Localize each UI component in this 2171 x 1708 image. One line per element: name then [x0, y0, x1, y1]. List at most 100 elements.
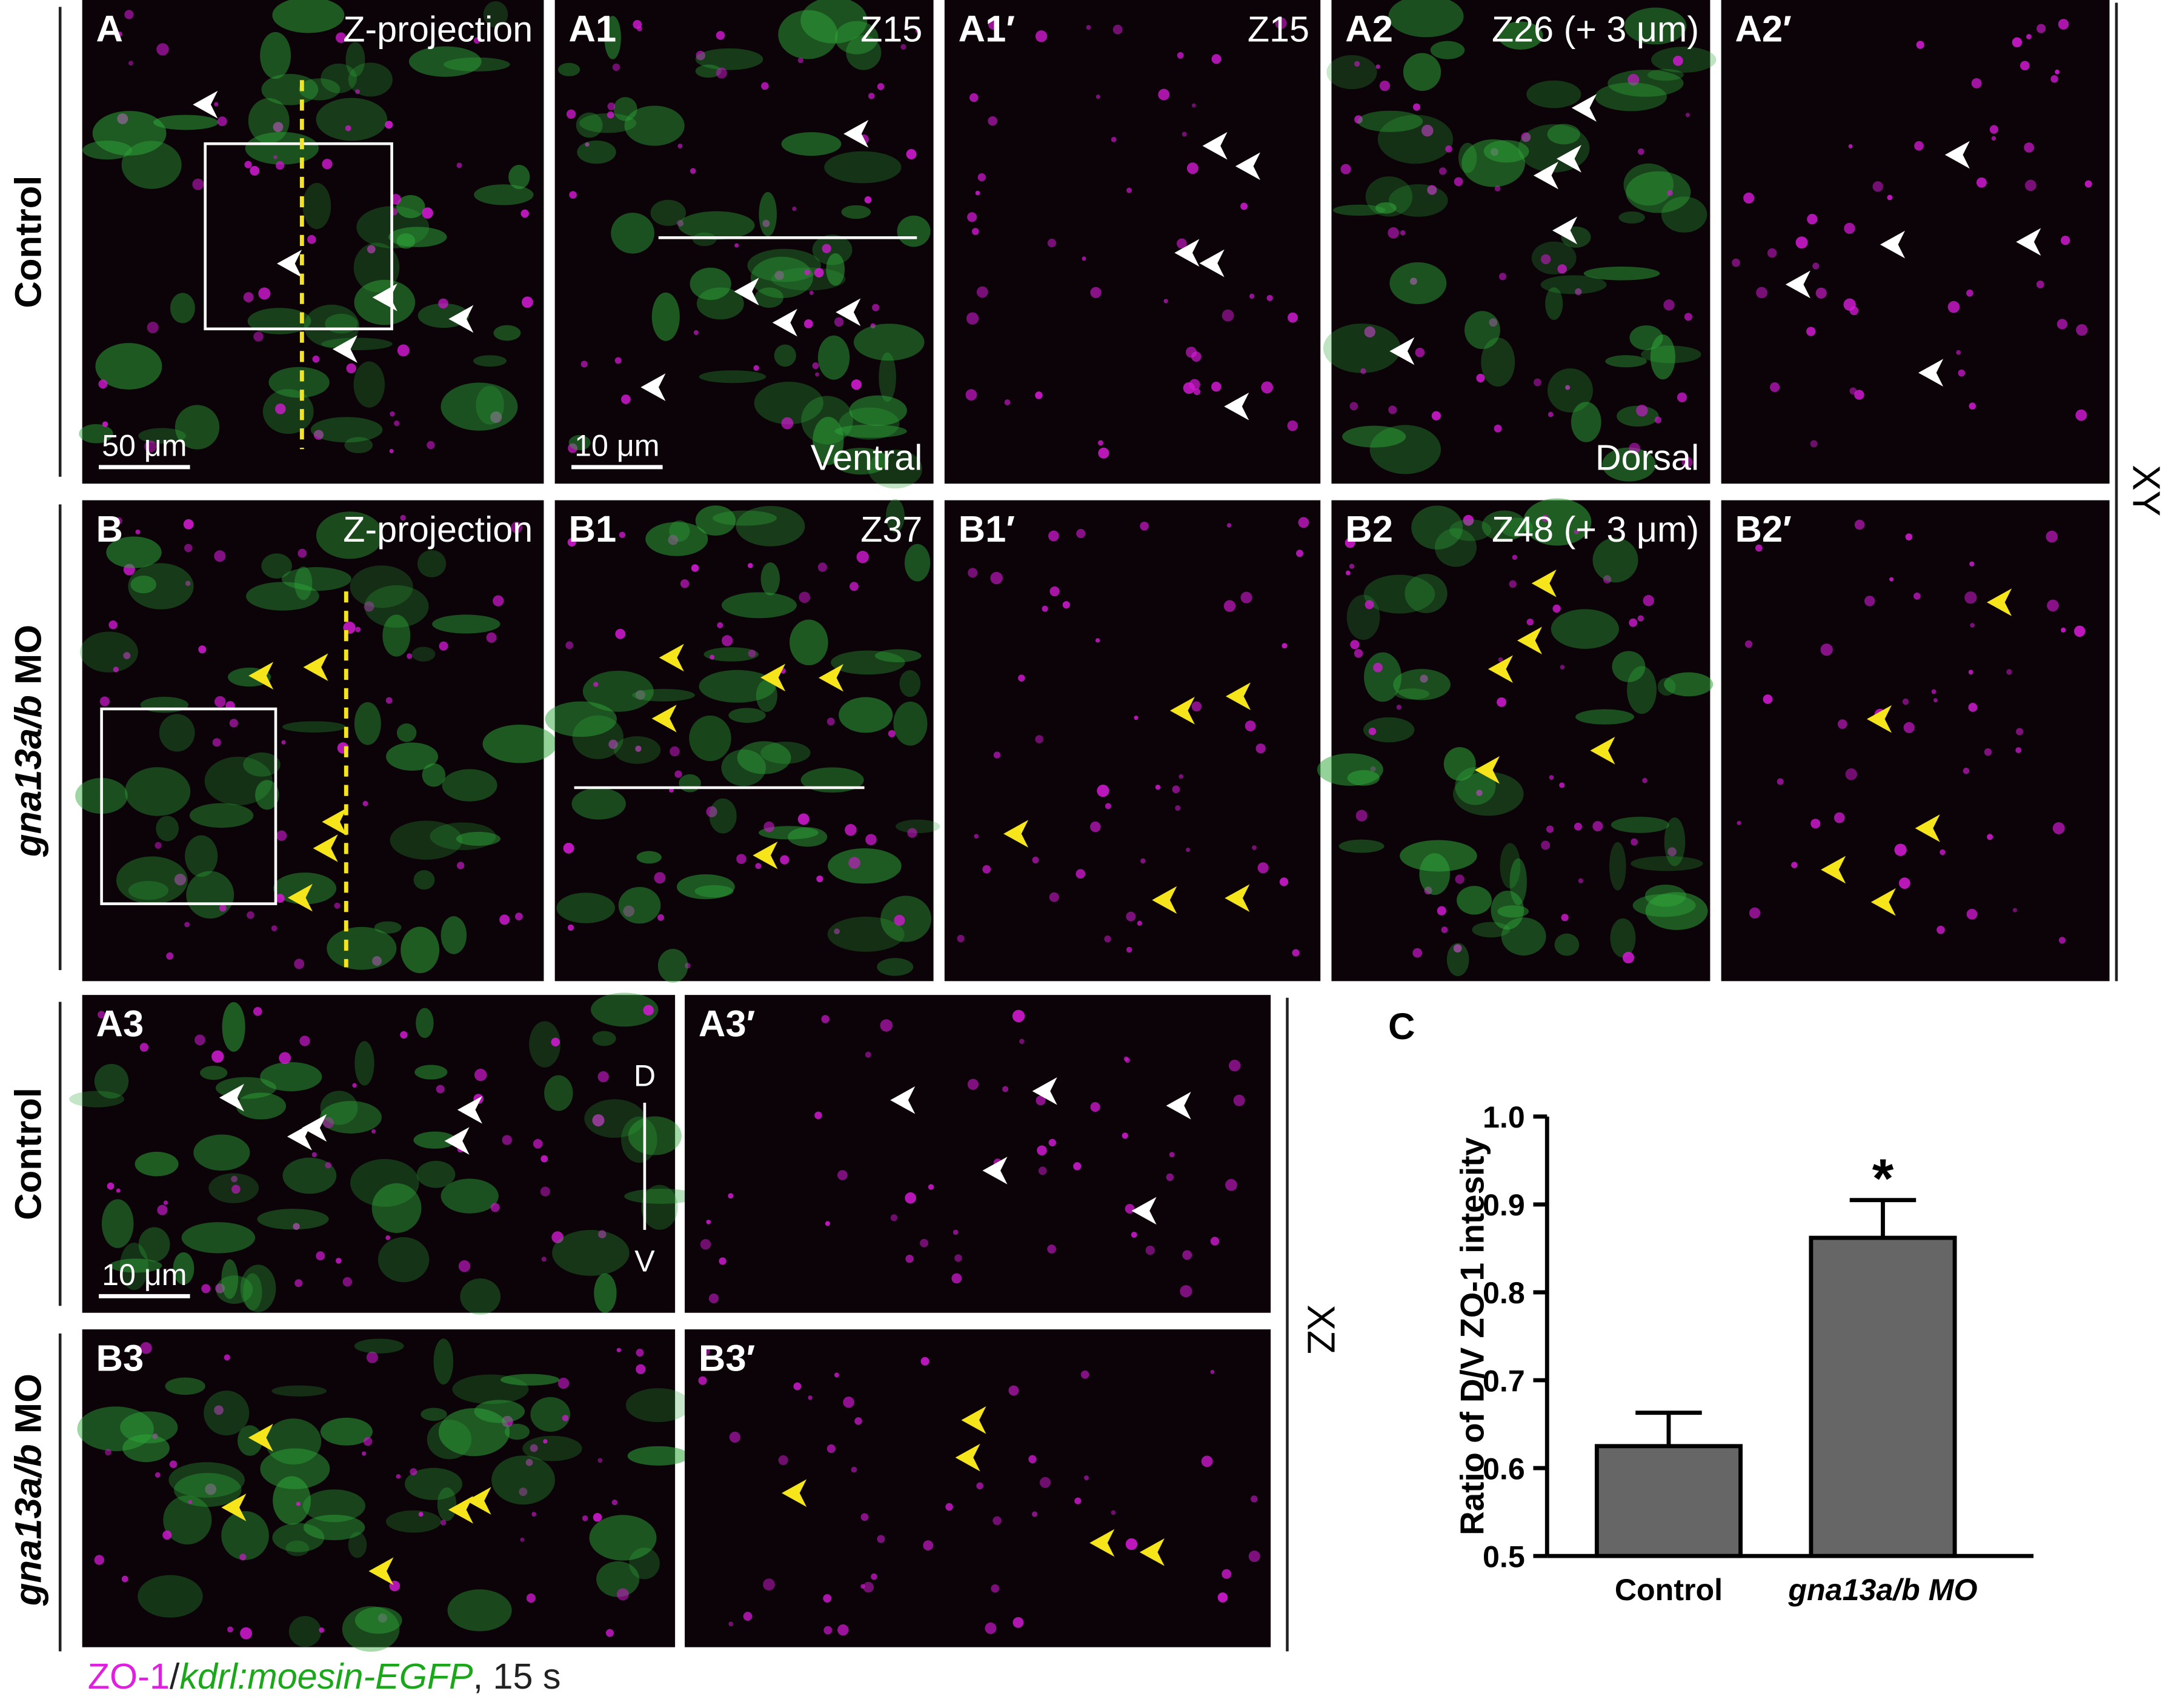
zo1-signal — [1275, 17, 1287, 29]
zo1-signal — [817, 562, 828, 572]
zo1-signal — [1292, 949, 1300, 957]
zo1-signal — [2076, 324, 2088, 336]
zo1-signal — [1008, 1385, 1019, 1396]
cell-signal — [353, 242, 400, 293]
zo1-signal — [1732, 258, 1740, 267]
zo1-signal — [822, 244, 831, 253]
zo1-signal — [1905, 533, 1913, 540]
zo1-signal — [1889, 577, 1894, 582]
zo1-signal — [1086, 25, 1091, 30]
cell-signal — [699, 370, 766, 384]
cell-signal — [1631, 856, 1703, 871]
image-panel: B3 — [77, 1329, 691, 1652]
cell-signal — [353, 361, 385, 408]
cell-signal — [386, 1510, 442, 1533]
zo1-signal — [2020, 61, 2030, 71]
zo1-signal — [1989, 125, 1998, 134]
cell-signal — [1395, 688, 1430, 700]
panel-label: B — [96, 508, 122, 550]
cell-signal — [1464, 311, 1500, 350]
y-tick-label: 1.0 — [1483, 1100, 1525, 1134]
zo1-signal — [906, 148, 917, 159]
cell-signal — [69, 1091, 125, 1108]
y-axis-title: Ratio of D/V ZO-1 intesity — [1453, 1137, 1491, 1535]
zo1-signal — [716, 31, 725, 40]
zo1-signal — [967, 1078, 979, 1090]
cell-signal — [834, 21, 879, 55]
cell-signal — [243, 752, 281, 777]
zo1-signal — [1559, 782, 1565, 788]
zo1-signal — [566, 109, 576, 119]
zo1-signal — [116, 1188, 121, 1193]
cell-signal — [1317, 753, 1383, 786]
zo1-signal — [1684, 313, 1692, 321]
zo1-signal — [215, 1283, 225, 1294]
zo1-signal — [522, 296, 533, 308]
cell-signal — [430, 822, 496, 851]
zo1-signal — [1887, 194, 1893, 201]
zo1-signal — [1574, 822, 1582, 831]
panel-background — [685, 995, 1271, 1313]
panel-label: A — [96, 8, 122, 50]
cell-signal — [261, 553, 292, 579]
cell-signal — [110, 1258, 162, 1273]
zo1-signal — [1494, 185, 1501, 191]
arrowhead — [982, 1157, 1008, 1185]
zo1-signal — [597, 1071, 609, 1083]
zo1-signal — [1349, 563, 1355, 569]
cell-signal — [592, 1031, 616, 1046]
zo1-signal — [700, 1346, 710, 1356]
side-label: XY — [2124, 465, 2168, 516]
arrowhead — [277, 250, 302, 277]
caption-time: , 15 s — [473, 1656, 561, 1696]
zo1-signal — [394, 420, 400, 427]
zo1-signal — [397, 344, 410, 357]
zo1-signal — [1767, 248, 1777, 258]
cell-signal — [1595, 82, 1667, 111]
zo1-signal — [418, 1512, 424, 1517]
zo1-signal — [456, 162, 462, 168]
zo1-signal — [888, 729, 896, 737]
arrowhead — [1474, 756, 1500, 784]
zo1-signal — [2050, 75, 2058, 83]
zo1-signal — [1104, 935, 1111, 943]
arrowhead — [248, 1424, 273, 1452]
zo1-signal — [1177, 238, 1187, 249]
zo1-signal — [808, 1395, 813, 1400]
panel-background — [1721, 500, 2110, 982]
zo1-signal — [2024, 142, 2035, 153]
zo1-signal — [243, 292, 254, 303]
cell-signal — [692, 232, 717, 247]
panel-background — [82, 500, 544, 982]
cell-signal — [582, 671, 654, 712]
cell-signal — [304, 304, 359, 348]
zo1-signal — [1210, 1369, 1215, 1374]
arrowhead — [193, 90, 218, 119]
zo1-signal — [670, 746, 680, 757]
cell-signal — [754, 382, 823, 425]
image-panel: A2′ — [1721, 0, 2110, 484]
cell-signal — [138, 1227, 170, 1262]
zo1-signal — [868, 93, 875, 99]
cell-signal — [1500, 843, 1521, 889]
cell-signal — [781, 132, 842, 156]
cell-signal — [703, 647, 759, 662]
zo1-signal — [1245, 720, 1256, 732]
cell-signal — [544, 1075, 573, 1111]
cell-signal — [185, 835, 218, 877]
arrowhead — [448, 1495, 473, 1524]
zo1-signal — [1497, 697, 1507, 707]
zo1-signal — [108, 620, 118, 630]
zo1-signal — [1028, 1455, 1037, 1464]
cell-signal — [1369, 425, 1441, 474]
zo1-signal — [1744, 640, 1753, 648]
cell-signal — [320, 1417, 373, 1446]
zo1-signal — [1126, 187, 1132, 193]
zo1-signal — [1667, 190, 1673, 196]
y-tick-label: 0.5 — [1483, 1540, 1525, 1573]
zo1-signal — [1854, 390, 1864, 400]
cell-signal — [1342, 425, 1406, 448]
zo1-signal — [1837, 719, 1847, 729]
zo1-signal — [569, 191, 577, 199]
zo1-signal — [1035, 735, 1043, 743]
